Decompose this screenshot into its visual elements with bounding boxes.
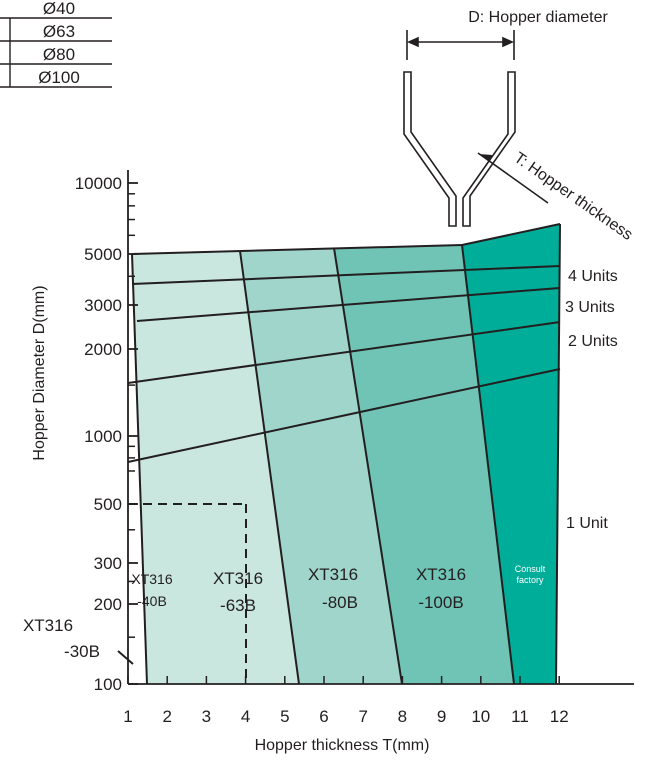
x-ticks: 1 2 3 4 5 6 7 8 9 10 11 12	[123, 676, 569, 726]
hopper-sketch	[403, 30, 549, 227]
zone-divider-consult	[555, 223, 561, 685]
x-tick-label: 1	[123, 707, 132, 726]
y-tick-label: 5000	[84, 245, 122, 264]
y-tick-label: 200	[94, 595, 122, 614]
zone-label-63b-model: XT316	[213, 569, 263, 588]
y-tick-label: 2000	[84, 340, 122, 359]
y-ticks: 100 200 300 500 1000 2000 3000 5000 10000	[75, 174, 138, 694]
hopper-left-wall	[403, 71, 457, 227]
zone-label-consult: Consult	[515, 564, 546, 574]
zone-top-boundary	[131, 244, 463, 255]
zone-label-factory: factory	[516, 575, 544, 585]
small-model-suffix: -30B	[64, 642, 100, 661]
x-tick-label: 2	[162, 707, 171, 726]
x-tick-label: 7	[358, 707, 367, 726]
size-table-cell: Ø80	[43, 45, 75, 64]
x-tick-label: 6	[319, 707, 328, 726]
unit-line-3	[136, 287, 561, 322]
plot-area	[117, 223, 561, 685]
unit-label-1: 1 Unit	[566, 515, 608, 532]
zone-divider-63b	[239, 250, 300, 685]
unit-label-3: 3 Units	[565, 299, 615, 316]
x-tick-label: 9	[437, 707, 446, 726]
zone-top-boundary	[461, 223, 561, 246]
unit-line-4	[131, 265, 561, 285]
size-table-cell: Ø63	[43, 22, 75, 41]
x-tick-label: 4	[241, 707, 250, 726]
zone-label-63b-suffix: -63B	[220, 596, 256, 615]
zone-label-40b-model: XT316	[131, 571, 172, 587]
x-tick-label: 11	[511, 707, 529, 726]
zone-area-2	[240, 248, 402, 684]
y-tick-label: 100	[94, 675, 122, 694]
size-table	[0, 17, 112, 88]
zone-area-4	[462, 224, 560, 684]
zone-label-80b-model: XT316	[308, 565, 358, 584]
y-tick-label: 3000	[84, 296, 122, 315]
x-tick-label: 5	[280, 707, 289, 726]
thickness-arrow-icon	[479, 154, 492, 162]
y-tick-label: 1000	[84, 427, 122, 446]
small-model-pointer	[117, 650, 134, 665]
zone-label-80b-suffix: -80B	[322, 593, 358, 612]
x-tick-label: 12	[550, 707, 569, 726]
zone-label-100b-suffix: -100B	[418, 593, 463, 612]
unit-line-1	[127, 368, 561, 463]
zone-label-100b-model: XT316	[416, 565, 466, 584]
small-model-label: XT316	[23, 616, 73, 635]
x-tick-label: 10	[471, 707, 490, 726]
x-axis-label: Hopper thickness T(mm)	[255, 737, 430, 754]
size-table-cell: Ø40	[43, 0, 75, 18]
x-tick-label: 8	[398, 707, 407, 726]
zone-divider-40b	[131, 253, 148, 685]
axes	[127, 170, 634, 685]
diameter-arrow-left-icon	[407, 36, 419, 48]
unit-label-4: 4 Units	[568, 268, 618, 285]
zone-divider-80b	[333, 247, 403, 685]
y-axis-label: Hopper Diameter D(mm)	[31, 285, 48, 460]
zone-area-1	[132, 251, 299, 684]
hopper-right-wall	[462, 71, 516, 227]
zone-label-40b-suffix: -40B	[137, 593, 167, 609]
zone-area-3	[334, 245, 514, 684]
unit-line-2	[127, 321, 561, 384]
x-tick-label: 3	[202, 707, 211, 726]
y-tick-label: 10000	[75, 174, 122, 193]
hopper-diameter-label: D: Hopper diameter	[468, 9, 608, 26]
y-tick-label: 300	[94, 554, 122, 573]
unit-label-2: 2 Units	[568, 333, 618, 350]
y-tick-label: 500	[94, 495, 122, 514]
zone-divider-100b	[461, 244, 515, 685]
size-table-cell: Ø100	[38, 68, 80, 87]
diameter-arrow-right-icon	[502, 36, 514, 48]
